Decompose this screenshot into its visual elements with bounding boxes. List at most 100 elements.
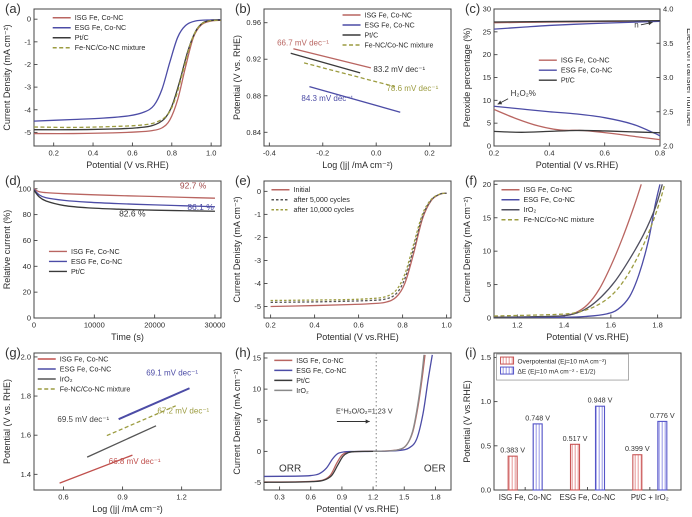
svg-text:-3: -3 (254, 256, 261, 265)
svg-text:ORR: ORR (279, 464, 301, 475)
svg-text:ESG Fe, Co-NC: ESG Fe, Co-NC (71, 257, 123, 266)
svg-text:1.0: 1.0 (441, 321, 451, 330)
svg-text:Electron transfer number: Electron transfer number (685, 28, 690, 127)
svg-text:ISG Fe, Co-NC: ISG Fe, Co-NC (523, 185, 572, 194)
svg-text:Overpotential (Ej=10 mA cm⁻²): Overpotential (Ej=10 mA cm⁻²) (518, 359, 607, 366)
svg-text:Potential (V vs.RHE): Potential (V vs.RHE) (316, 504, 399, 514)
svg-text:Fe-NC/Co-NC mixture: Fe-NC/Co-NC mixture (523, 215, 594, 224)
svg-text:0.2: 0.2 (489, 149, 499, 158)
svg-text:30: 30 (483, 5, 491, 14)
svg-text:ESG Fe, Co-NC: ESG Fe, Co-NC (561, 66, 613, 75)
svg-text:Peroxide percentage (%): Peroxide percentage (%) (462, 28, 472, 128)
panel-h: (h) -5 0 5 10 15 0.3 0.6 0.9 1.2 1.5 1.8 Potential … (230, 344, 460, 517)
svg-text:OER: OER (424, 464, 446, 475)
svg-text:15: 15 (253, 353, 261, 362)
svg-text:0.92: 0.92 (246, 55, 261, 64)
svg-text:-4: -4 (24, 105, 31, 114)
svg-text:ISG Fe, Co-NC: ISG Fe, Co-NC (296, 358, 343, 365)
svg-text:86.1 %: 86.1 % (187, 202, 214, 212)
svg-text:0.4: 0.4 (88, 149, 98, 158)
svg-text:IrO₂: IrO₂ (60, 375, 73, 384)
panel-b-label: (b) (235, 1, 251, 16)
svg-text:1.2: 1.2 (176, 493, 186, 502)
panel-f-chart: 0 5 10 15 20 1.2 1.4 1.6 1.8 Potential (V vs.RHE)… (462, 180, 682, 342)
svg-text:69.5 mV dec⁻¹: 69.5 mV dec⁻¹ (57, 415, 109, 424)
svg-text:Pt/C: Pt/C (296, 378, 310, 385)
svg-text:0.8: 0.8 (167, 149, 177, 158)
svg-text:1.2: 1.2 (512, 321, 522, 330)
svg-text:ESG Fe, Co-NC: ESG Fe, Co-NC (523, 195, 575, 204)
svg-text:0.6: 0.6 (306, 493, 316, 502)
svg-text:0.9: 0.9 (337, 493, 347, 502)
panel-e-chart: 0 -1 -2 -3 -4 -5 0.2 0.4 0.6 0.8 1.0 Potential (V v… (232, 180, 452, 342)
svg-text:0: 0 (32, 321, 36, 330)
svg-text:0.6: 0.6 (127, 149, 137, 158)
svg-text:0.96: 0.96 (246, 18, 261, 27)
panel-i-label: (i) (465, 345, 477, 360)
svg-text:1.8: 1.8 (652, 321, 662, 330)
svg-text:0.6: 0.6 (599, 149, 609, 158)
svg-text:1.4: 1.4 (21, 470, 31, 479)
panel-f-label: (f) (465, 173, 478, 188)
svg-text:Relative current (%): Relative current (%) (2, 210, 12, 290)
svg-text:0.399 V: 0.399 V (625, 444, 650, 453)
svg-text:Current Denisty (mA cm⁻²): Current Denisty (mA cm⁻²) (232, 196, 242, 302)
panel-d-chart: 0 20 40 60 80 100 0 10000 20000 30000 Time (s) Rela… (2, 180, 226, 342)
svg-text:Potential (V vs.RHE): Potential (V vs.RHE) (86, 160, 169, 170)
panel-i-chart: 0.0 0.5 1.0 1.5 Potential (V vs.RHE) 0.383 V 0… (462, 352, 682, 502)
svg-text:-3: -3 (24, 83, 31, 92)
svg-text:-5: -5 (254, 302, 261, 311)
svg-text:0: 0 (487, 314, 491, 323)
panel-c-chart: 0 5 10 15 20 25 30 2.0 2.5 3.0 3.5 4.0 0.2 0.4 0.6 0.8 P… (462, 5, 690, 171)
svg-text:ISG Fe, Co-NC: ISG Fe, Co-NC (365, 13, 412, 20)
svg-text:Current Density (mA cm⁻²): Current Density (mA cm⁻²) (232, 368, 242, 474)
svg-text:Potential (V vs.RHE): Potential (V vs.RHE) (546, 332, 629, 342)
svg-text:1.6: 1.6 (606, 321, 616, 330)
panel-i: (i) 0.0 0.5 1.0 1.5 Potential (V vs.RHE) 0.38… (460, 344, 692, 517)
svg-text:0: 0 (257, 447, 261, 456)
svg-text:3.5: 3.5 (663, 39, 673, 48)
svg-text:1.8: 1.8 (21, 392, 31, 401)
svg-text:Log (|j| /mA cm⁻²): Log (|j| /mA cm⁻²) (322, 160, 392, 170)
svg-text:H₂O₂%: H₂O₂% (511, 89, 536, 98)
svg-text:20000: 20000 (144, 321, 165, 330)
svg-text:10000: 10000 (84, 321, 105, 330)
svg-text:0.517 V: 0.517 V (563, 434, 588, 443)
svg-text:25: 25 (483, 27, 491, 36)
svg-text:1.2: 1.2 (368, 493, 378, 502)
panel-h-label: (h) (235, 345, 251, 360)
svg-text:0.84: 0.84 (246, 128, 261, 137)
panel-h-chart: -5 0 5 10 15 0.3 0.6 0.9 1.2 1.5 1.8 Potential (V v… (232, 352, 452, 514)
svg-text:0: 0 (257, 187, 261, 196)
svg-text:2.0: 2.0 (663, 142, 673, 151)
panel-c-label: (c) (465, 1, 481, 16)
svg-text:Log (|j| /mA cm⁻²): Log (|j| /mA cm⁻²) (92, 504, 162, 514)
svg-text:Potential (V vs.RHE): Potential (V vs.RHE) (316, 332, 399, 342)
svg-text:30000: 30000 (205, 321, 226, 330)
svg-text:1.0: 1.0 (481, 397, 491, 406)
svg-text:Potential (V vs. RHE): Potential (V vs. RHE) (2, 379, 12, 464)
panel-f: (f) 0 5 10 15 20 1.2 1.4 1.6 1.8 Potential (V vs.… (460, 172, 692, 344)
svg-text:1.8: 1.8 (430, 493, 440, 502)
svg-text:Pt/C + IrO₂: Pt/C + IrO₂ (631, 493, 669, 502)
svg-text:0.2: 0.2 (424, 149, 434, 158)
svg-text:1.5: 1.5 (481, 353, 491, 362)
panel-d: (d) 0 20 40 60 80 100 0 10000 20000 30000 Time (s)… (0, 172, 230, 344)
svg-text:Pt/C: Pt/C (75, 33, 89, 42)
panel-g-chart: 1.4 1.6 1.8 2.0 0.6 0.9 1.2 Log (|j| /mA cm⁻²) P… (2, 352, 222, 514)
svg-text:4.0: 4.0 (663, 5, 673, 14)
svg-text:ESG Fe, Co-NC: ESG Fe, Co-NC (75, 23, 127, 32)
svg-text:66.8 mV dec⁻¹: 66.8 mV dec⁻¹ (109, 457, 161, 466)
svg-text:69.1 mV dec⁻¹: 69.1 mV dec⁻¹ (146, 369, 198, 378)
svg-text:0: 0 (27, 314, 31, 323)
svg-text:78.6 mV dec⁻¹: 78.6 mV dec⁻¹ (386, 84, 438, 93)
panel-e: (e) 0 -1 -2 -3 -4 -5 0.2 0.4 0.6 0.8 1.0 Potential … (230, 172, 460, 344)
svg-text:1.4: 1.4 (559, 321, 569, 330)
svg-text:-2: -2 (24, 60, 31, 69)
svg-text:0: 0 (27, 15, 31, 24)
svg-text:-2: -2 (254, 233, 261, 242)
panel-b-chart: 0.84 0.88 0.92 0.96 -0.4 -0.2 0.0 0.2 Log (|j| /… (232, 8, 452, 170)
svg-text:1.0: 1.0 (206, 149, 216, 158)
svg-text:ESG Fe, Co-NC: ESG Fe, Co-NC (365, 23, 415, 30)
svg-text:ISG Fe, Co-NC: ISG Fe, Co-NC (499, 493, 552, 502)
